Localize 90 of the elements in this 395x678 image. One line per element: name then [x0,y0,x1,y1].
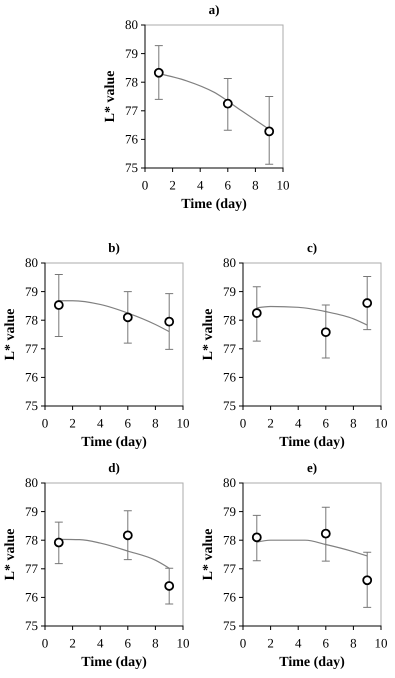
point [252,308,262,318]
x-tick-label: 6 [322,415,330,430]
x-tick-label: 2 [267,635,274,650]
y-tick-label: 76 [25,590,38,605]
chart-title: b) [108,240,120,255]
x-axis-title: Time (day) [279,655,346,670]
x-tick-label: 6 [224,177,232,192]
x-tick-label: 10 [374,415,388,430]
y-tick-label: 75 [125,160,138,176]
y-tick-label: 77 [25,340,38,356]
y-axis-title: L* value [201,308,216,360]
point [122,530,133,540]
y-tick-label: 79 [223,284,236,299]
x-tick-label: 4 [96,635,104,650]
y-tick-label: 77 [223,340,236,356]
y-tick-label: 79 [25,504,38,519]
y-axis-title: L* value [3,528,18,580]
x-axis-title: Time (day) [81,435,148,450]
point [164,316,174,327]
x-tick-label: 4 [96,415,104,430]
chart-title: e) [306,460,318,475]
y-tick-label: 78 [125,74,138,90]
y-tick-label: 80 [25,255,38,270]
chart-title: c) [306,240,318,255]
y-tick-label: 80 [25,475,38,490]
x-tick-label: 6 [124,635,132,650]
chart-title: a) [208,2,220,17]
x-tick-label: 8 [350,415,357,430]
y-tick-label: 75 [25,618,38,634]
y-axis-title: L* value [103,70,118,122]
y-tick-label: 78 [25,532,38,548]
x-tick-label: 10 [374,635,388,650]
x-tick-label: 10 [176,415,190,430]
y-tick-label: 79 [223,504,236,519]
x-tick-label: 8 [152,415,159,430]
x-tick-label: 10 [276,177,290,192]
x-tick-label: 0 [240,415,246,430]
point [54,538,64,548]
y-tick-label: 77 [223,560,236,576]
y-tick-label: 80 [223,475,236,490]
x-tick-label: 0 [142,177,148,192]
x-tick-label: 0 [240,635,246,650]
point [320,528,331,539]
point [362,298,372,308]
y-tick-label: 77 [125,102,138,118]
x-tick-label: 0 [42,415,48,430]
y-axis-title: L* value [3,308,18,360]
y-tick-label: 80 [223,255,236,270]
x-tick-label: 8 [252,177,259,192]
x-tick-label: 4 [294,635,302,650]
y-tick-label: 76 [25,370,38,385]
x-tick-label: 2 [169,177,176,192]
y-tick-label: 75 [223,618,236,634]
x-tick-label: 2 [69,415,76,430]
point [320,327,331,338]
point [54,300,64,310]
point [154,68,164,78]
point [122,312,133,322]
x-axis-title: Time (day) [81,655,148,670]
y-tick-label: 80 [125,17,138,32]
x-tick-label: 8 [350,635,357,650]
x-tick-label: 8 [152,635,159,650]
y-tick-label: 76 [223,590,236,605]
x-axis-title: Time (day) [181,197,248,212]
y-tick-label: 79 [125,46,138,61]
y-tick-label: 76 [223,370,236,385]
y-tick-label: 76 [125,132,138,147]
x-axis-title: Time (day) [279,435,346,450]
y-tick-label: 78 [25,312,38,328]
point [164,581,174,591]
x-tick-label: 4 [196,177,204,192]
y-tick-label: 78 [223,532,236,548]
point [362,575,372,586]
y-tick-label: 77 [25,560,38,576]
x-tick-label: 6 [322,635,330,650]
point [222,98,233,109]
x-tick-label: 2 [69,635,76,650]
x-tick-label: 4 [294,415,302,430]
chart-title: d) [108,460,120,475]
y-tick-label: 78 [223,312,236,328]
x-tick-label: 10 [176,635,190,650]
point [252,532,262,542]
x-tick-label: 6 [124,415,132,430]
point [264,126,274,136]
y-tick-label: 79 [25,284,38,299]
x-tick-label: 0 [42,635,48,650]
x-tick-label: 2 [267,415,274,430]
y-tick-label: 75 [223,398,236,414]
y-tick-label: 75 [25,398,38,414]
y-axis-title: L* value [201,528,216,580]
